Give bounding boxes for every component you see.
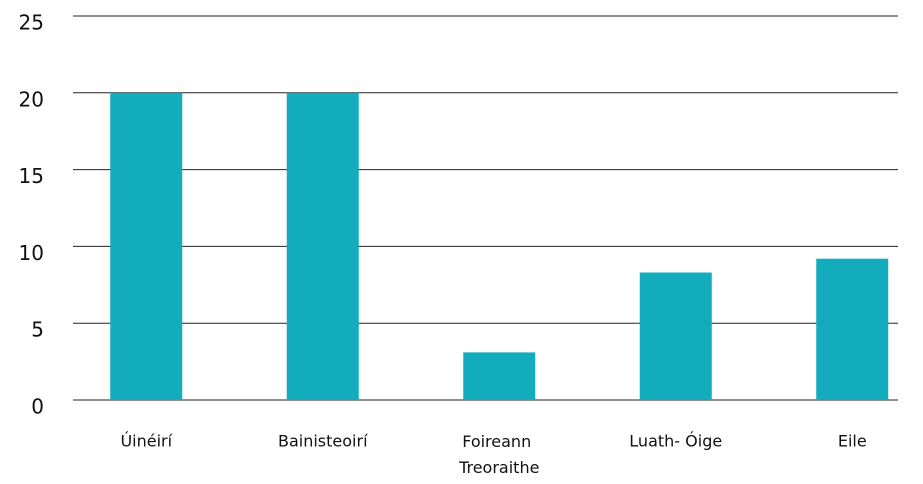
x-tick-label: Eile: [838, 432, 867, 451]
y-tick-label: 0: [31, 395, 44, 419]
bar: [463, 352, 536, 400]
y-tick-label: 25: [19, 11, 44, 35]
x-tick-label: Úinéirí: [120, 432, 172, 451]
y-tick-label: 10: [19, 241, 44, 265]
y-tick-label: 15: [19, 164, 44, 188]
bar: [110, 92, 183, 401]
x-tick-label: Foireann Treoraithe: [458, 432, 539, 477]
y-tick-label: 20: [19, 87, 44, 111]
bar: [816, 258, 889, 400]
x-tick-label: Luath- Óige: [629, 432, 722, 451]
bar: [286, 92, 359, 401]
bar: [639, 272, 712, 400]
y-tick-label: 5: [31, 318, 44, 342]
x-tick-label: Bainisteoirí: [278, 432, 368, 451]
